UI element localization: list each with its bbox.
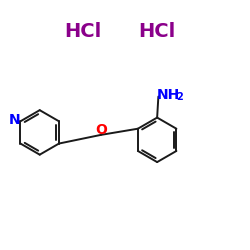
Text: N: N [9,113,21,127]
Text: NH: NH [157,88,180,102]
Text: 2: 2 [176,92,183,102]
Text: HCl: HCl [138,22,176,40]
Text: HCl: HCl [64,22,102,40]
Text: O: O [95,124,107,138]
